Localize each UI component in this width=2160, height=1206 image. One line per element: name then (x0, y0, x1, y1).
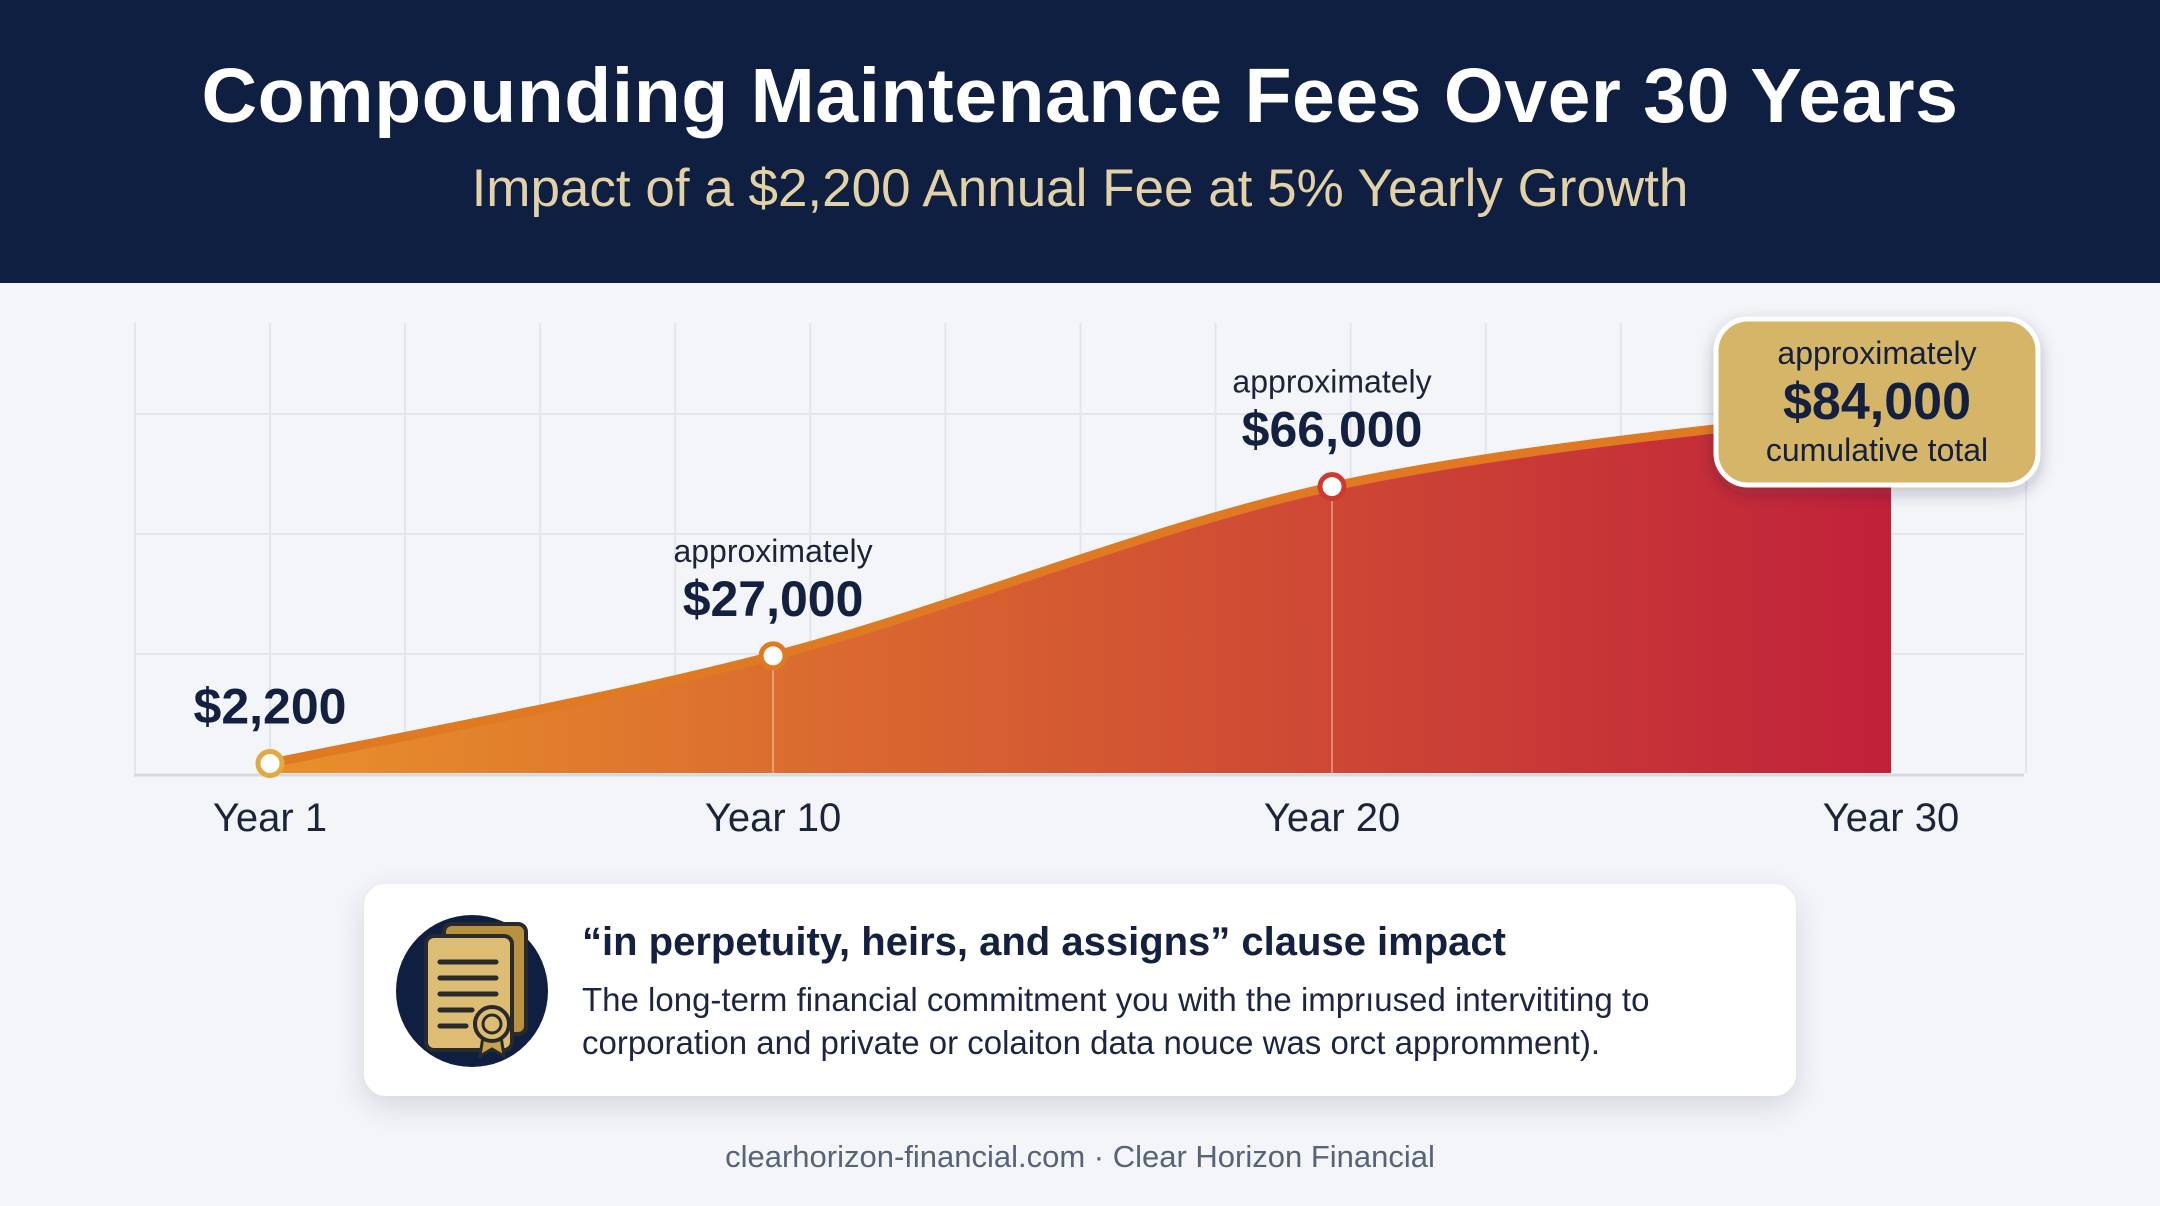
callout-prefix: approximately (1777, 335, 1976, 371)
x-tick-label: Year 10 (705, 796, 841, 840)
callout-suffix: cumulative total (1766, 432, 1988, 468)
card-body-line-1: The long-term financial commitment you w… (582, 981, 1650, 1018)
certificate-document-icon (396, 915, 548, 1067)
x-tick-label: Year 30 (1823, 796, 1959, 840)
chart-subtitle: Impact of a $2,200 Annual Fee at 5% Year… (471, 159, 1689, 218)
data-points (255, 472, 1347, 778)
annotation-prefix: approximately (1232, 364, 1431, 400)
x-tick-labels: Year 1 Year 10 Year 20 Year 30 (213, 796, 1959, 840)
card-body-line-2: corporation and private or colaiton data… (582, 1024, 1601, 1061)
footer-source: clearhorizon-financial.com · Clear Horiz… (725, 1139, 1435, 1174)
x-tick-label: Year 1 (213, 796, 327, 840)
series-line (265, 403, 1896, 768)
annotation-value: $66,000 (1242, 402, 1423, 458)
callout-box (1713, 316, 2041, 488)
clause-info-card: “in perpetuity, heirs, and assigns” clau… (364, 884, 1796, 1096)
annotation-value: $2,200 (194, 678, 347, 734)
callout-value: $84,000 (1783, 373, 1971, 431)
chart-title: Compounding Maintenance Fees Over 30 Yea… (201, 53, 1959, 139)
card-heading: “in perpetuity, heirs, and assigns” clau… (582, 920, 1506, 964)
annotation-prefix: approximately (673, 533, 872, 569)
annotations: $2,200approximately$27,000approximately$… (194, 364, 1432, 773)
header-banner: Compounding Maintenance Fees Over 30 Yea… (0, 0, 2160, 283)
card-body: The long-term financial commitment you w… (582, 978, 1766, 1064)
area-chart: $2,200approximately$27,000approximately$… (133, 316, 2041, 840)
data-point (758, 641, 788, 671)
x-tick-label: Year 20 (1264, 796, 1400, 840)
data-point (255, 748, 285, 778)
annotation-value: $27,000 (683, 571, 864, 627)
data-point (1317, 472, 1347, 502)
